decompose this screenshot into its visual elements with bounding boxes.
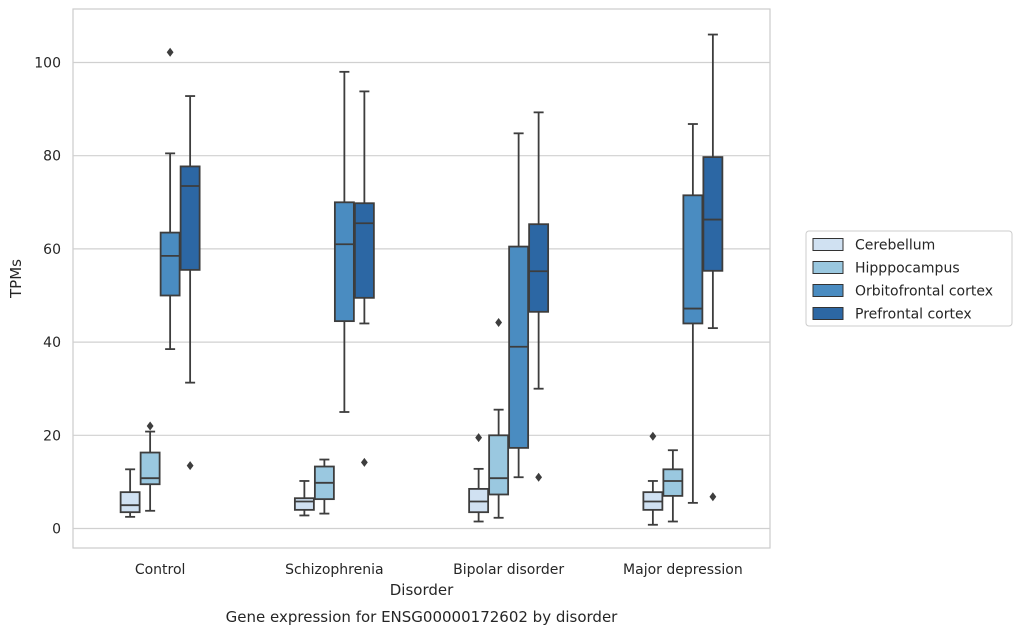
box-cerebellum bbox=[468, 433, 490, 523]
box-cerebellum bbox=[119, 468, 141, 518]
box-hipppocampus bbox=[139, 421, 161, 512]
box-hipppocampus bbox=[313, 458, 335, 515]
x-tick-label: Major depression bbox=[623, 562, 743, 578]
box-hipppocampus bbox=[488, 318, 510, 519]
y-tick-label: 40 bbox=[43, 335, 61, 351]
chart-caption: Gene expression for ENSG00000172602 by d… bbox=[226, 608, 619, 626]
outlier-point bbox=[495, 318, 503, 328]
legend-swatch bbox=[812, 307, 844, 320]
y-tick-label: 80 bbox=[43, 149, 61, 165]
box-prefrontal-cortex bbox=[528, 111, 550, 482]
outlier-point bbox=[709, 492, 717, 502]
legend-label: Cerebellum bbox=[855, 238, 935, 254]
axes: 0 20 40 60 80 100 Control Schizophrenia Bipolar … bbox=[34, 56, 742, 579]
y-tick-label: 100 bbox=[34, 56, 61, 72]
outlier-point bbox=[186, 461, 194, 471]
legend-swatch bbox=[812, 284, 844, 297]
outlier-point bbox=[146, 421, 154, 431]
legend-label: Orbitofrontal cortex bbox=[855, 284, 993, 300]
y-axis-label: TPMs bbox=[7, 259, 25, 299]
x-tick-label: Control bbox=[135, 562, 186, 578]
box-body bbox=[293, 497, 315, 511]
outlier-point bbox=[475, 433, 483, 443]
box-body bbox=[353, 202, 375, 299]
box-body bbox=[179, 165, 201, 271]
box-body bbox=[662, 468, 684, 497]
outlier-point bbox=[649, 431, 657, 441]
y-tick-label: 60 bbox=[43, 242, 61, 258]
box-cerebellum bbox=[293, 480, 315, 517]
box-orbitofrontal-cortex bbox=[333, 70, 355, 413]
box-orbitofrontal-cortex bbox=[508, 132, 530, 479]
box-body bbox=[159, 231, 181, 297]
box-body bbox=[139, 451, 161, 486]
outlier-point bbox=[166, 47, 174, 57]
box-body bbox=[119, 491, 141, 514]
box-prefrontal-cortex bbox=[702, 33, 724, 502]
box-body bbox=[528, 223, 550, 313]
legend-frame bbox=[805, 230, 1013, 327]
y-tick-label: 20 bbox=[43, 428, 61, 444]
y-tick-label: 0 bbox=[52, 522, 61, 538]
x-tick-label: Schizophrenia bbox=[285, 562, 383, 578]
legend-swatch bbox=[812, 238, 844, 251]
legend: Cerebellum Hipppocampus Orbitofrontal cort… bbox=[805, 230, 1013, 327]
legend-label: Hipppocampus bbox=[855, 261, 960, 277]
box-orbitofrontal-cortex bbox=[682, 123, 704, 504]
x-axis-label: Disorder bbox=[390, 581, 454, 599]
outlier-point bbox=[360, 457, 368, 467]
box-hipppocampus bbox=[662, 449, 684, 523]
box-prefrontal-cortex bbox=[353, 90, 375, 467]
box-cerebellum bbox=[642, 431, 664, 526]
plot-area bbox=[72, 8, 771, 549]
outlier-point bbox=[535, 472, 543, 482]
box-prefrontal-cortex bbox=[179, 95, 201, 471]
box-plots bbox=[119, 33, 724, 526]
legend-swatch bbox=[812, 261, 844, 274]
box-body bbox=[702, 156, 724, 272]
box-body bbox=[488, 434, 510, 496]
x-tick-label: Bipolar disorder bbox=[453, 562, 564, 578]
box-orbitofrontal-cortex bbox=[159, 47, 181, 350]
legend-label: Prefrontal cortex bbox=[855, 307, 972, 323]
box-body bbox=[333, 201, 355, 323]
box-body bbox=[682, 194, 704, 325]
box-body bbox=[468, 487, 490, 514]
